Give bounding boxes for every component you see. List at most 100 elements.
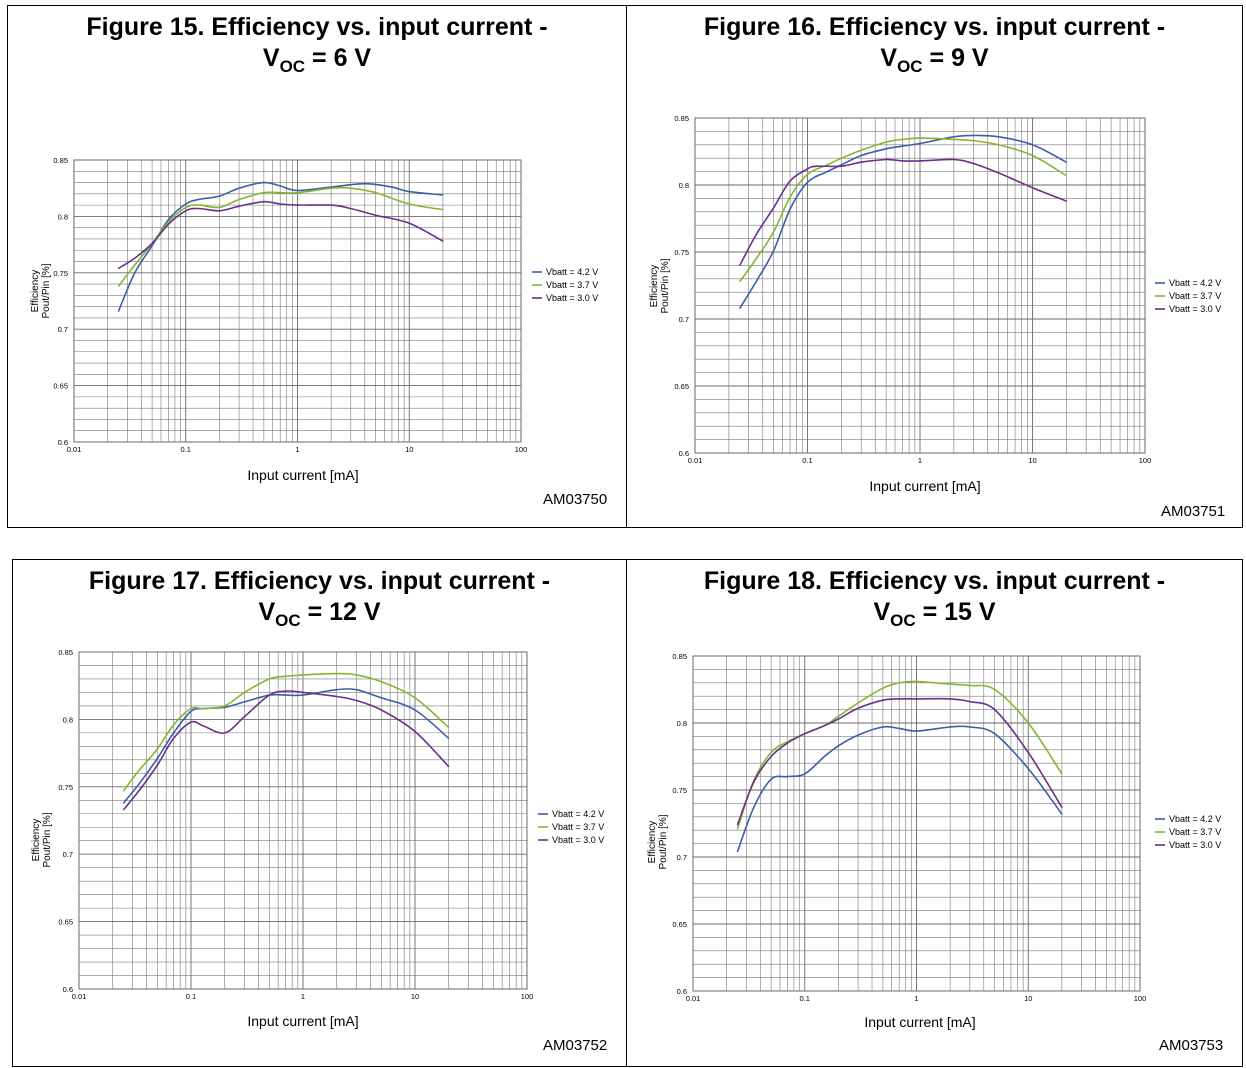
data-point [414, 697, 416, 699]
data-point [770, 778, 772, 780]
legend-label: Vbatt = 3.0 V [552, 835, 604, 845]
data-point [448, 726, 450, 729]
y-tick-label: 0.6 [63, 985, 73, 994]
data-point [414, 709, 416, 711]
legend-label: Vbatt = 3.7 V [552, 822, 604, 832]
y-tick-label: 0.75 [672, 786, 687, 795]
y-tick-label: 0.85 [672, 652, 687, 661]
data-point [117, 285, 120, 287]
data-point [1027, 722, 1029, 724]
title-line: Figure 17. Efficiency vs. input current … [88, 567, 551, 595]
data-point [263, 182, 265, 184]
chart-svg: 0.01 0.1 1 10 100 0.6 0.65 0.7 0.75 0.8 0.85 Input … [30, 156, 598, 483]
y-tick-label: 0.65 [58, 918, 73, 927]
data-point [998, 144, 1000, 146]
chart-svg: 0.01 0.1 1 10 100 0.6 0.65 0.7 0.75 0.8 0.85 Input … [31, 648, 604, 1029]
y-tick-label: 0.85 [53, 156, 68, 165]
y-axis-label-line: Pout/Pin [%] [42, 812, 53, 867]
data-point [1027, 751, 1029, 754]
data-point [355, 674, 357, 676]
data-point [840, 165, 842, 167]
data-point [736, 824, 739, 826]
plot-frame [692, 655, 1141, 992]
data-point [753, 781, 755, 783]
data-point [364, 183, 366, 185]
data-point [197, 207, 200, 210]
x-tick-label: 10 [1024, 994, 1032, 1003]
data-point [224, 705, 226, 707]
data-point [173, 737, 175, 739]
series-line [117, 186, 444, 287]
data-point [823, 725, 825, 727]
data-point [898, 698, 900, 700]
x-tick-label: 1 [301, 992, 305, 1001]
y-tick-label: 0.8 [63, 715, 73, 724]
data-point [190, 710, 192, 712]
data-point [902, 145, 904, 147]
subtitle-line: VOC = 15 V [873, 598, 996, 630]
y-tick-label: 0.65 [672, 920, 687, 929]
data-point [973, 140, 975, 142]
data-point [994, 733, 996, 735]
data-point [1031, 144, 1034, 146]
data-point [1061, 773, 1063, 775]
data-point [806, 173, 809, 175]
data-point [139, 768, 141, 770]
data-point [1027, 768, 1029, 770]
data-point [414, 730, 416, 733]
y-axis-label: Efficiency Pout/Pin [%] [647, 814, 669, 869]
data-point [860, 154, 862, 157]
chart-svg: 0.01 0.1 1 10 100 0.6 0.65 0.7 0.75 0.8 0.85 Input … [649, 114, 1221, 494]
data-point [330, 204, 332, 206]
data-point [789, 208, 791, 210]
y-axis-label: Efficiency Pout/Pin [%] [30, 263, 52, 318]
subtitle-line: VOC = 9 V [880, 44, 989, 76]
data-point [151, 242, 153, 245]
series-line [122, 690, 450, 811]
data-point [167, 223, 169, 225]
data-point [263, 201, 265, 203]
data-point [268, 678, 270, 680]
series-line [739, 158, 1067, 266]
data-point [218, 210, 220, 212]
data-point [860, 161, 862, 163]
data-point [804, 733, 806, 735]
data-point [442, 209, 444, 211]
data-point [998, 172, 1000, 174]
data-point [442, 240, 444, 242]
y-axis-label-line: Efficiency [649, 265, 660, 308]
data-point [837, 745, 839, 747]
data-point [969, 701, 971, 703]
y-axis-label-line: Efficiency [647, 821, 658, 864]
data-point [949, 683, 951, 685]
data-point [739, 280, 741, 283]
data-point [885, 158, 887, 161]
x-tick-label: 10 [411, 992, 419, 1001]
series-line [122, 672, 450, 792]
data-point [1065, 175, 1067, 177]
data-point [857, 734, 859, 736]
data-point [285, 675, 287, 677]
data-point [117, 310, 120, 312]
series-line [122, 688, 450, 804]
data-point [736, 828, 739, 830]
data-point [185, 203, 187, 205]
figure-code: AM03751 [1161, 503, 1226, 520]
y-tick-label: 0.6 [679, 449, 689, 458]
data-point [350, 187, 352, 189]
data-point [350, 207, 352, 210]
y-tick-label: 0.6 [677, 987, 687, 996]
x-axis-label: Input current [mA] [247, 1013, 358, 1029]
data-point [1031, 154, 1034, 157]
data-point [296, 204, 299, 206]
data-point [826, 164, 828, 166]
data-point [898, 727, 900, 729]
data-point [238, 205, 240, 207]
plot-frame [73, 159, 522, 443]
data-point [380, 697, 382, 699]
y-tick-label: 0.75 [58, 783, 73, 792]
data-point [885, 148, 887, 150]
x-axis-label: Input current [mA] [247, 467, 358, 483]
legend-label: Vbatt = 3.0 V [1169, 304, 1221, 314]
data-point [949, 698, 951, 700]
